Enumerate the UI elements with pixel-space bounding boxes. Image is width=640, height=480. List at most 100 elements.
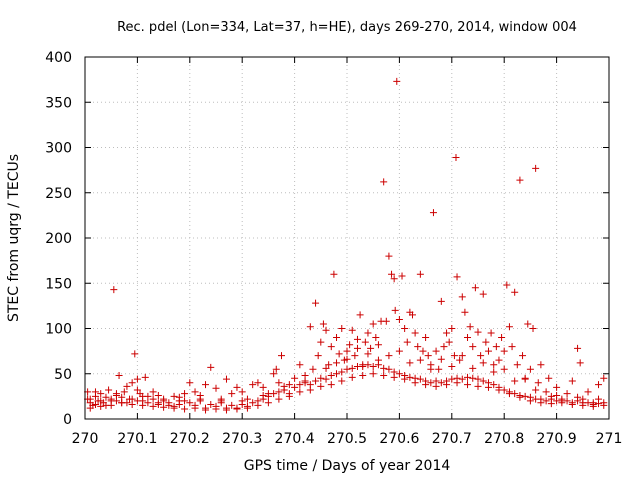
x-tick-label: 270.8 [484,431,524,447]
data-point-marker [563,397,571,405]
data-point-marker [343,365,351,373]
data-point-marker [458,375,466,383]
data-point-marker [228,401,236,409]
data-point-marker [443,329,451,337]
data-point-marker [558,399,566,407]
data-point-marker [191,388,199,396]
data-point-marker [175,401,183,409]
data-point-marker [335,350,343,358]
data-point-marker [270,390,278,398]
data-points [84,77,608,414]
data-point-marker [393,77,401,85]
data-point-marker [391,306,399,314]
data-point-marker [275,395,283,403]
data-point-marker [529,325,537,332]
data-point-marker [196,391,204,399]
data-point-marker [469,374,477,382]
x-tick-label: 270.6 [379,431,419,447]
data-point-marker [542,397,550,405]
x-tick-label: 271 [596,431,623,447]
data-point-marker [382,317,390,325]
data-point-marker [453,379,461,387]
data-point-marker [249,381,257,389]
data-point-marker [291,374,299,382]
data-point-marker [149,402,157,410]
data-point-marker [466,323,474,331]
data-point-marker [348,373,356,381]
data-point-marker [91,388,99,396]
data-point-marker [553,391,561,399]
data-point-marker [516,393,524,401]
data-point-marker [233,405,241,413]
data-point-marker [131,350,139,358]
data-point-marker [353,344,361,352]
data-point-marker [406,373,414,381]
y-tick-label: 0 [63,412,72,428]
data-point-marker [511,288,519,296]
data-point-marker [338,368,346,376]
data-point-marker [86,404,94,412]
data-point-marker [600,401,608,409]
y-tick-label: 150 [45,276,72,292]
data-point-marker [380,364,388,372]
data-point-marker [346,341,354,349]
data-point-marker [170,392,178,400]
data-point-marker [348,364,356,372]
data-point-marker [448,363,456,371]
data-point-marker [547,400,555,408]
data-point-marker [338,377,346,385]
y-tick-labels: 0 50 100 150 200 250 300 350 400 [45,50,72,428]
data-point-marker [170,404,178,412]
data-point-marker [207,363,215,371]
data-point-marker [107,395,115,403]
data-point-marker [112,390,120,398]
data-point-marker [568,401,576,409]
data-point-marker [112,397,120,405]
data-point-marker [505,390,513,398]
data-point-marker [435,365,443,373]
x-tick-label: 270.4 [275,431,315,447]
axis-ticks [84,56,610,420]
data-point-marker [576,359,584,367]
data-point-marker [490,381,498,389]
data-point-marker [395,315,403,323]
data-point-marker [437,379,445,387]
data-point-marker [429,209,437,217]
data-point-marker [579,401,587,409]
data-point-marker [469,364,477,372]
data-point-marker [319,320,327,328]
y-tick-label: 250 [45,186,72,202]
data-point-marker [222,375,230,383]
data-point-marker [105,386,113,394]
data-point-marker [595,395,603,403]
x-tick-labels: 270 270.1 270.2 270.3 270.4 270.5 270.6 270.7 27… [72,431,623,447]
data-point-marker [427,365,435,373]
data-point-marker [553,383,561,391]
data-point-marker [416,375,424,383]
data-point-marker [521,392,529,400]
data-point-marker [317,382,325,390]
y-tick-label: 200 [45,231,72,247]
data-point-marker [574,393,582,401]
data-point-marker [401,375,409,383]
data-point-marker [524,320,532,328]
data-point-marker [275,388,283,396]
data-point-marker [563,390,571,398]
data-point-marker [259,383,267,391]
data-point-marker [498,334,506,342]
data-point-marker [374,361,382,369]
data-point-marker [141,373,149,381]
data-point-marker [474,328,482,336]
y-tick-label: 300 [45,141,72,157]
data-point-marker [427,379,435,387]
data-point-marker [327,372,335,380]
data-point-marker [361,338,369,346]
x-tick-label: 270.1 [117,431,157,447]
data-point-marker [233,383,241,391]
data-point-marker [574,344,582,352]
x-axis-label: GPS time / Days of year 2014 [244,458,451,474]
data-point-marker [595,381,603,389]
data-point-marker [416,356,424,364]
data-point-marker [534,379,542,387]
